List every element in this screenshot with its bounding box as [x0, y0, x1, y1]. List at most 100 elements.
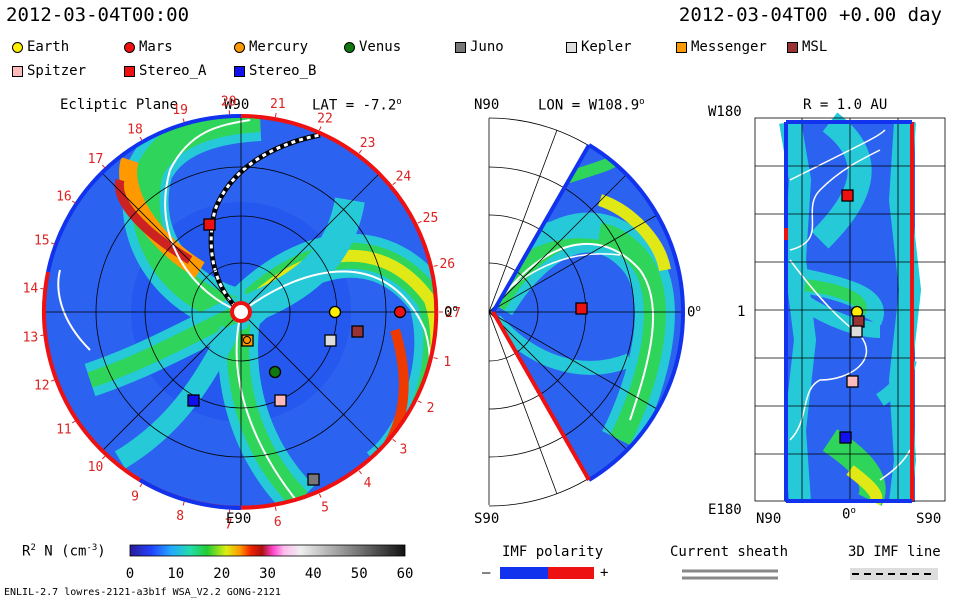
- meridional-edge-positive: [491, 311, 591, 481]
- current-sheath-label: Current sheath: [670, 544, 789, 560]
- carrington-label: 15: [34, 234, 50, 249]
- carrington-label: 19: [172, 103, 188, 118]
- polarity-arc-negative: [138, 478, 242, 510]
- carrington-label: 24: [396, 170, 412, 185]
- surface-x-left: N90: [756, 511, 782, 527]
- legend-label: Spitzer: [27, 63, 87, 79]
- meridional-wedge: [493, 145, 685, 480]
- carrington-label: 26: [439, 257, 455, 272]
- sun-icon: [230, 301, 252, 323]
- juno-marker-icon: [455, 41, 466, 53]
- stereo-b-marker-icon: [234, 65, 245, 77]
- imf-polarity-label: IMF polarity: [502, 544, 604, 560]
- left-timestamp: 2012-03-04T00:00: [6, 4, 190, 26]
- imf-minus-label: –: [482, 565, 491, 581]
- venus-marker-icon: [344, 41, 355, 53]
- carrington-label: 27: [445, 306, 461, 321]
- legend-messenger: Messenger: [676, 39, 767, 55]
- messenger-marker-icon: [676, 41, 687, 53]
- surface-top-left: W180: [708, 104, 742, 120]
- colorbar-label: R2 N (cm-3): [22, 543, 106, 560]
- carrington-tick: [358, 149, 363, 154]
- surface-bottom-left: E180: [708, 502, 742, 518]
- legend-mercury: Mercury: [234, 39, 308, 55]
- colorbar-tick-label: 30: [259, 566, 276, 582]
- carrington-tick: [433, 357, 438, 360]
- cb-sup: 2: [30, 543, 36, 553]
- cb-label-n: N (cm: [35, 543, 87, 560]
- msl-marker: [351, 325, 364, 338]
- meridional-grid: [488, 117, 684, 507]
- carrington-tick: [392, 181, 397, 186]
- right-timestamp: 2012-03-04T00 +0.00 day: [678, 4, 942, 26]
- carrington-label: 4: [364, 476, 372, 491]
- carrington-label: 7: [225, 518, 233, 533]
- ecliptic-bodies: [187, 218, 407, 486]
- legend-mars: Mars: [124, 39, 173, 55]
- legend-label: Mars: [139, 39, 173, 55]
- legend-label: Messenger: [691, 39, 767, 55]
- legend-label: MSL: [802, 39, 828, 55]
- carrington-tick: [51, 379, 56, 382]
- cb-sup2: -3: [86, 543, 98, 553]
- meridional-stereo-a-marker: [575, 302, 588, 315]
- carrington-label: 25: [423, 211, 439, 226]
- meridional-zero-label: 0o: [687, 304, 701, 321]
- legend-label: Earth: [27, 39, 70, 55]
- surface-spitzer-marker: [846, 375, 859, 388]
- carrington-label: 5: [321, 501, 329, 516]
- carrington-tick: [139, 483, 143, 488]
- legend-label: Venus: [359, 39, 402, 55]
- carrington-label: 8: [176, 509, 184, 524]
- imf-positive-swatch: [548, 567, 594, 579]
- ecliptic-zero-label: 0o: [444, 304, 458, 321]
- cb-label-r: R: [22, 543, 31, 560]
- stereo-b-marker: [187, 394, 200, 407]
- carrington-tick: [139, 136, 143, 141]
- carrington-label: 2: [427, 401, 435, 416]
- carrington-tick: [51, 242, 56, 245]
- carrington-label: 12: [34, 379, 50, 394]
- carrington-ticks: [40, 110, 443, 514]
- carrington-tick: [318, 493, 322, 498]
- carrington-tick: [182, 118, 185, 123]
- model-footer: ENLIL-2.7 lowres-2121-a3b1f WSA_V2.2 GON…: [4, 587, 281, 598]
- carrington-label: 10: [88, 460, 104, 475]
- juno-marker: [307, 473, 320, 486]
- colorbar: [129, 544, 406, 557]
- colorbar-tick-label: 50: [351, 566, 368, 582]
- earth-marker: [328, 305, 342, 319]
- degree-mark: o: [396, 97, 402, 107]
- carrington-tick: [182, 501, 185, 506]
- carrington-label: 1: [443, 355, 451, 370]
- ecliptic-bottom-label: E90: [226, 511, 252, 527]
- venus-marker: [268, 365, 282, 379]
- carrington-label: 16: [56, 190, 72, 205]
- legend-label: Stereo_B: [249, 63, 317, 79]
- colorbar-ticks: 0 10 20 30 40 50 60: [126, 566, 414, 582]
- zero-text: 0: [842, 506, 851, 523]
- polarity-arc-negative: [46, 113, 242, 273]
- r-label: R = 1.0 AU: [803, 97, 888, 113]
- stereo-a-marker: [203, 218, 216, 231]
- carrington-tick: [71, 200, 76, 204]
- ecliptic-top-label: W90: [224, 97, 250, 113]
- carrington-tick: [71, 420, 76, 424]
- degree-mark: o: [695, 304, 701, 314]
- degree-mark: o: [452, 304, 458, 314]
- carrington-label: 6: [274, 515, 282, 530]
- legend-label: Stereo_A: [139, 63, 207, 79]
- lon-text: LON = W108.9: [538, 97, 640, 114]
- degree-mark: o: [639, 97, 645, 107]
- carrington-tick: [274, 113, 277, 118]
- legend-label: Kepler: [581, 39, 632, 55]
- spitzer-marker: [274, 394, 287, 407]
- carrington-label: 13: [23, 331, 39, 346]
- colorbar-tick-label: 10: [167, 566, 184, 582]
- legend-earth: Earth: [12, 39, 69, 55]
- mars-marker-icon: [124, 41, 135, 53]
- msl-marker-icon: [787, 41, 798, 53]
- legend-stereo-b: Stereo_B: [234, 63, 316, 79]
